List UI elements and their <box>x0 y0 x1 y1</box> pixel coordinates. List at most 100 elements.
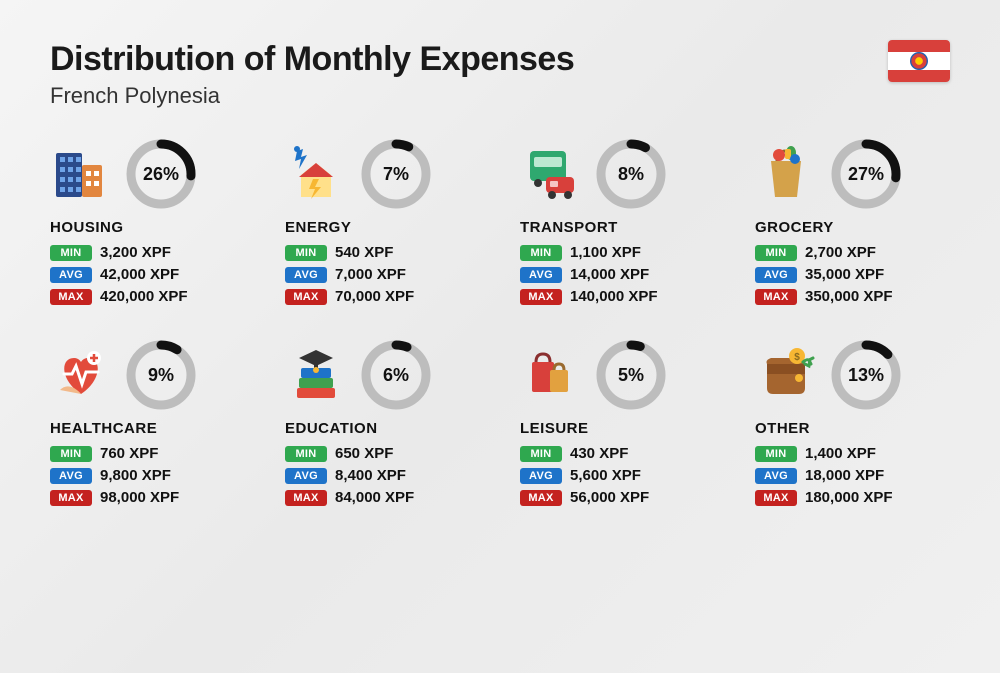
min-value: 430 XPF <box>570 445 628 462</box>
avg-value: 18,000 XPF <box>805 467 884 484</box>
stat-min: MIN 760 XPF <box>50 445 245 462</box>
min-badge: MIN <box>50 245 92 261</box>
energy-icon <box>285 143 347 205</box>
min-value: 650 XPF <box>335 445 393 462</box>
avg-badge: AVG <box>520 267 562 283</box>
avg-badge: AVG <box>755 267 797 283</box>
max-value: 84,000 XPF <box>335 489 414 506</box>
donut-chart: 6% <box>361 340 431 410</box>
percentage-label: 8% <box>596 139 666 209</box>
stat-min: MIN 650 XPF <box>285 445 480 462</box>
donut-chart: 9% <box>126 340 196 410</box>
donut-chart: 7% <box>361 139 431 209</box>
other-icon: $ <box>755 344 817 406</box>
stat-max: MAX 420,000 XPF <box>50 288 245 305</box>
stat-min: MIN 2,700 XPF <box>755 244 950 261</box>
max-value: 350,000 XPF <box>805 288 893 305</box>
avg-badge: AVG <box>50 468 92 484</box>
category-card-healthcare: 9% HEALTHCARE MIN 760 XPF AVG 9,800 XPF … <box>50 340 245 511</box>
percentage-label: 13% <box>831 340 901 410</box>
percentage-label: 6% <box>361 340 431 410</box>
max-badge: MAX <box>285 490 327 506</box>
donut-chart: 5% <box>596 340 666 410</box>
stat-avg: AVG 7,000 XPF <box>285 266 480 283</box>
max-badge: MAX <box>520 490 562 506</box>
donut-chart: 13% <box>831 340 901 410</box>
min-badge: MIN <box>50 446 92 462</box>
transport-icon <box>520 143 582 205</box>
stat-max: MAX 180,000 XPF <box>755 489 950 506</box>
max-value: 56,000 XPF <box>570 489 649 506</box>
page-subtitle: French Polynesia <box>50 83 574 109</box>
header: Distribution of Monthly Expenses French … <box>50 40 950 109</box>
stat-max: MAX 140,000 XPF <box>520 288 715 305</box>
max-value: 70,000 XPF <box>335 288 414 305</box>
max-value: 98,000 XPF <box>100 489 179 506</box>
percentage-label: 27% <box>831 139 901 209</box>
max-value: 180,000 XPF <box>805 489 893 506</box>
min-value: 540 XPF <box>335 244 393 261</box>
min-badge: MIN <box>285 446 327 462</box>
category-name: ENERGY <box>285 219 480 236</box>
percentage-label: 26% <box>126 139 196 209</box>
avg-value: 5,600 XPF <box>570 467 641 484</box>
stat-max: MAX 56,000 XPF <box>520 489 715 506</box>
healthcare-icon <box>50 344 112 406</box>
category-name: HOUSING <box>50 219 245 236</box>
min-value: 1,100 XPF <box>570 244 641 261</box>
svg-text:$: $ <box>794 352 800 363</box>
category-name: GROCERY <box>755 219 950 236</box>
max-badge: MAX <box>50 289 92 305</box>
stat-min: MIN 1,100 XPF <box>520 244 715 261</box>
avg-badge: AVG <box>285 267 327 283</box>
avg-badge: AVG <box>755 468 797 484</box>
donut-chart: 8% <box>596 139 666 209</box>
stat-min: MIN 3,200 XPF <box>50 244 245 261</box>
category-name: OTHER <box>755 420 950 437</box>
max-value: 420,000 XPF <box>100 288 188 305</box>
grocery-icon <box>755 143 817 205</box>
min-badge: MIN <box>755 446 797 462</box>
category-name: TRANSPORT <box>520 219 715 236</box>
stat-avg: AVG 14,000 XPF <box>520 266 715 283</box>
category-name: LEISURE <box>520 420 715 437</box>
leisure-icon <box>520 344 582 406</box>
category-card-grocery: 27% GROCERY MIN 2,700 XPF AVG 35,000 XPF… <box>755 139 950 310</box>
min-value: 1,400 XPF <box>805 445 876 462</box>
min-badge: MIN <box>755 245 797 261</box>
min-value: 2,700 XPF <box>805 244 876 261</box>
min-badge: MIN <box>520 446 562 462</box>
max-badge: MAX <box>755 289 797 305</box>
percentage-label: 5% <box>596 340 666 410</box>
percentage-label: 7% <box>361 139 431 209</box>
avg-value: 35,000 XPF <box>805 266 884 283</box>
max-badge: MAX <box>520 289 562 305</box>
stat-min: MIN 430 XPF <box>520 445 715 462</box>
flag-icon <box>888 40 950 82</box>
stat-avg: AVG 5,600 XPF <box>520 467 715 484</box>
stat-max: MAX 70,000 XPF <box>285 288 480 305</box>
percentage-label: 9% <box>126 340 196 410</box>
avg-badge: AVG <box>50 267 92 283</box>
stat-max: MAX 350,000 XPF <box>755 288 950 305</box>
min-value: 3,200 XPF <box>100 244 171 261</box>
category-card-leisure: 5% LEISURE MIN 430 XPF AVG 5,600 XPF MAX… <box>520 340 715 511</box>
stat-min: MIN 1,400 XPF <box>755 445 950 462</box>
donut-chart: 27% <box>831 139 901 209</box>
page-title: Distribution of Monthly Expenses <box>50 40 574 79</box>
stat-max: MAX 98,000 XPF <box>50 489 245 506</box>
stat-avg: AVG 18,000 XPF <box>755 467 950 484</box>
category-name: EDUCATION <box>285 420 480 437</box>
category-grid: 26% HOUSING MIN 3,200 XPF AVG 42,000 XPF… <box>50 139 950 511</box>
avg-value: 9,800 XPF <box>100 467 171 484</box>
max-badge: MAX <box>50 490 92 506</box>
housing-icon <box>50 143 112 205</box>
stat-avg: AVG 35,000 XPF <box>755 266 950 283</box>
category-card-education: 6% EDUCATION MIN 650 XPF AVG 8,400 XPF M… <box>285 340 480 511</box>
donut-chart: 26% <box>126 139 196 209</box>
avg-value: 8,400 XPF <box>335 467 406 484</box>
min-badge: MIN <box>520 245 562 261</box>
stat-min: MIN 540 XPF <box>285 244 480 261</box>
avg-value: 7,000 XPF <box>335 266 406 283</box>
avg-value: 14,000 XPF <box>570 266 649 283</box>
